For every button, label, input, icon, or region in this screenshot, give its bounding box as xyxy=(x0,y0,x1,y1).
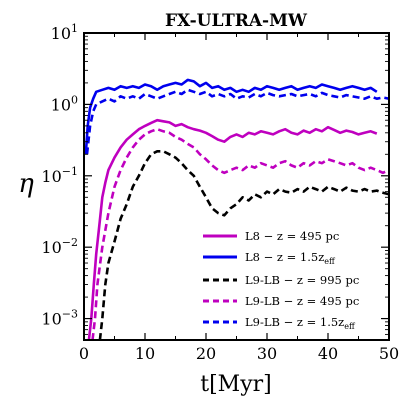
x-ticks: 0 10 20 30 40 50 xyxy=(79,33,399,363)
legend: L8 − z = 495 pc L8 − z = 1.5zeff L9-LB − z… xyxy=(203,229,359,331)
y-axis-label: η xyxy=(18,169,34,199)
y-tick-label: 10−3 xyxy=(41,308,78,329)
x-tick-label: 10 xyxy=(135,344,155,363)
chart-title: FX-ULTRA-MW xyxy=(165,11,308,31)
legend-entry-label: L9-LB − z = 995 pc xyxy=(245,273,359,287)
series-line-2 xyxy=(84,78,378,155)
x-tick-label: 50 xyxy=(379,344,399,363)
series-line-1 xyxy=(87,118,378,340)
x-tick-label: 0 xyxy=(79,344,89,363)
plot-lines xyxy=(84,78,389,340)
series-line-4 xyxy=(91,127,389,340)
y-tick-label: 10−1 xyxy=(41,165,78,186)
x-tick-label: 40 xyxy=(318,344,338,363)
x-tick-label: 20 xyxy=(196,344,216,363)
legend-entry-label: L9-LB − z = 1.5zeff xyxy=(245,315,356,331)
legend-entry-label: L8 − z = 495 pc xyxy=(245,229,339,243)
x-axis-label: t[Myr] xyxy=(200,372,271,397)
y-tick-label: 100 xyxy=(51,93,78,114)
x-tick-label: 30 xyxy=(257,344,277,363)
y-tick-label: 10−2 xyxy=(41,236,78,257)
y-ticks: 101 100 10−1 10−2 10−3 xyxy=(41,22,389,335)
series-line-5 xyxy=(85,88,389,155)
series-line-3 xyxy=(98,150,389,340)
legend-entry-label: L9-LB − z = 495 pc xyxy=(245,294,359,308)
y-tick-label: 101 xyxy=(51,22,78,43)
legend-entry-label: L8 − z = 1.5zeff xyxy=(245,250,336,266)
